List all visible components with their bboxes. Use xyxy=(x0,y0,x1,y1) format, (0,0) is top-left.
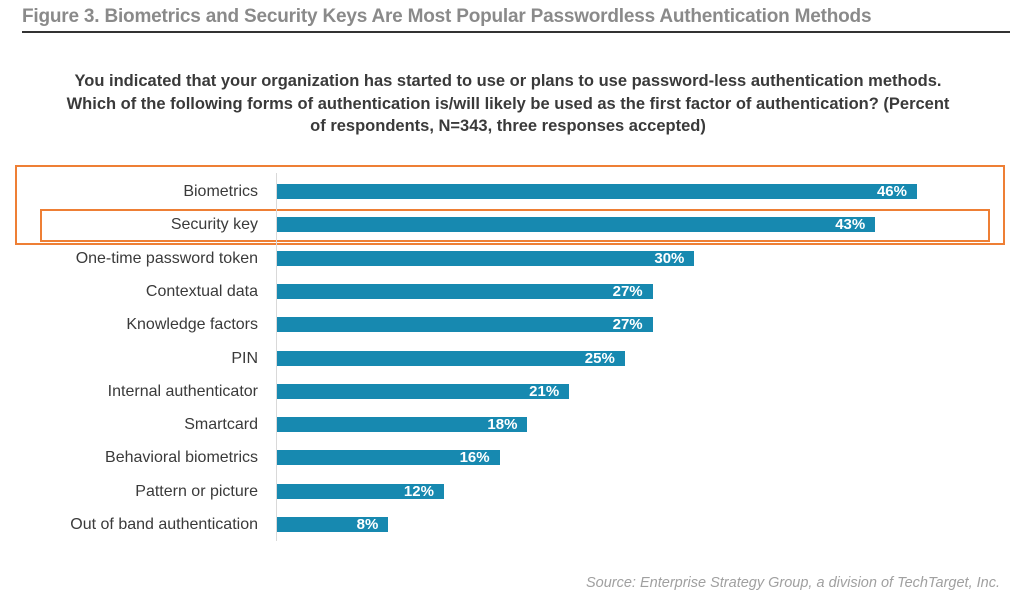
title-divider xyxy=(22,31,1010,33)
bar: 25% xyxy=(277,349,625,367)
category-label: Knowledge factors xyxy=(126,316,258,334)
category-label: Pattern or picture xyxy=(135,482,258,500)
highlight-box-security-key xyxy=(40,209,990,242)
survey-question: You indicated that your organization has… xyxy=(66,72,950,135)
bar: 46% xyxy=(277,183,917,200)
bar: 27% xyxy=(277,282,653,300)
bar-value-label: 21% xyxy=(529,382,560,400)
category-label: Behavioral biometrics xyxy=(105,449,258,467)
bar: 27% xyxy=(277,316,653,334)
bar-value-label: 43% xyxy=(835,216,866,234)
category-label: Biometrics xyxy=(183,183,258,200)
bar: 16% xyxy=(277,449,500,467)
bar: 30% xyxy=(277,249,695,267)
bar-value-label: 46% xyxy=(876,183,907,200)
bar-value-label: 16% xyxy=(459,449,490,467)
category-axis-line xyxy=(276,173,277,541)
bar-value-label: 30% xyxy=(654,249,685,267)
highlight-box-top-two xyxy=(15,165,1005,245)
category-label: Contextual data xyxy=(145,282,258,300)
bar-value-label: 27% xyxy=(612,316,643,334)
bar: 12% xyxy=(277,482,444,500)
source-note: Source: Enterprise Strategy Group, a div… xyxy=(585,575,1000,591)
bar-value-label: 12% xyxy=(403,482,434,500)
figure-title: Figure 3. Biometrics and Security Keys A… xyxy=(22,6,872,27)
category-label: One-time password token xyxy=(75,249,258,267)
bar: 8% xyxy=(277,516,389,533)
bar: 43% xyxy=(277,216,876,234)
category-label: PIN xyxy=(231,349,258,367)
bar: 21% xyxy=(277,382,570,400)
category-label: Smartcard xyxy=(184,416,258,434)
bar: 18% xyxy=(277,416,528,434)
category-label: Out of band authentication xyxy=(70,516,258,533)
bar-value-label: 18% xyxy=(487,416,518,434)
bar-value-label: 8% xyxy=(356,516,379,533)
bar-value-label: 25% xyxy=(584,349,615,367)
category-label: Security key xyxy=(170,216,258,234)
bar-value-label: 27% xyxy=(612,282,643,300)
category-label: Internal authenticator xyxy=(107,382,258,400)
